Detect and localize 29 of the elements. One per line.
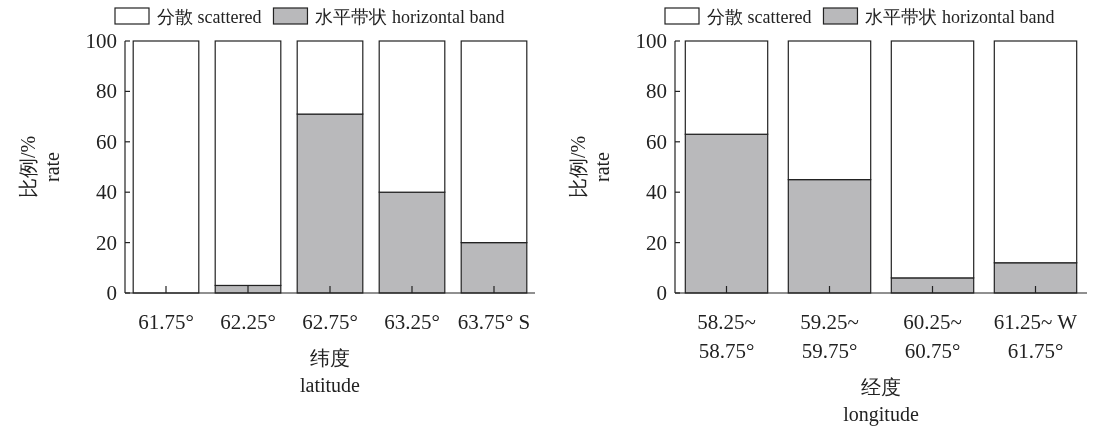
y-tick-label: 0 bbox=[106, 281, 117, 305]
legend-label: 水平带状 horizontal band bbox=[865, 7, 1055, 27]
x-axis-title: 经度 longitude bbox=[843, 376, 919, 426]
y-tick-label: 60 bbox=[646, 129, 667, 154]
x-tick-label: 58.25~ 58.75° bbox=[697, 310, 756, 363]
x-tick-label: 61.75° bbox=[138, 310, 194, 334]
x-axis-title: 纬度 latitude bbox=[300, 347, 361, 396]
y-tick-label: 100 bbox=[635, 29, 667, 53]
y-tick-label: 20 bbox=[646, 230, 667, 255]
x-tick-label: 62.25° bbox=[220, 310, 276, 334]
x-tick-label: 62.75° bbox=[302, 310, 358, 334]
x-tick-label: 59.25~ 59.75° bbox=[800, 310, 859, 363]
y-tick-label: 80 bbox=[96, 79, 117, 104]
x-tick-label: 63.75° S bbox=[457, 310, 531, 334]
y-tick-label: 80 bbox=[646, 79, 667, 104]
y-tick-label: 20 bbox=[96, 230, 117, 255]
legend-label: 水平带状 horizontal band bbox=[315, 7, 505, 27]
legend-label: 分散 scattered bbox=[707, 7, 812, 27]
legend-label: 分散 scattered bbox=[157, 7, 262, 27]
x-tick-label: 61.25~ W 61.75° bbox=[993, 310, 1078, 363]
y-axis-title: 比例/% rate bbox=[17, 135, 63, 199]
y-axis-title: 比例/% rate bbox=[567, 135, 613, 199]
x-tick-label: 63.25° bbox=[384, 310, 440, 334]
x-tick-label: 60.25~ 60.75° bbox=[903, 310, 962, 363]
y-tick-label: 0 bbox=[656, 281, 667, 305]
y-tick-label: 40 bbox=[96, 180, 117, 205]
y-tick-label: 40 bbox=[646, 180, 667, 205]
y-tick-label: 100 bbox=[85, 29, 117, 53]
y-tick-label: 60 bbox=[96, 129, 117, 154]
